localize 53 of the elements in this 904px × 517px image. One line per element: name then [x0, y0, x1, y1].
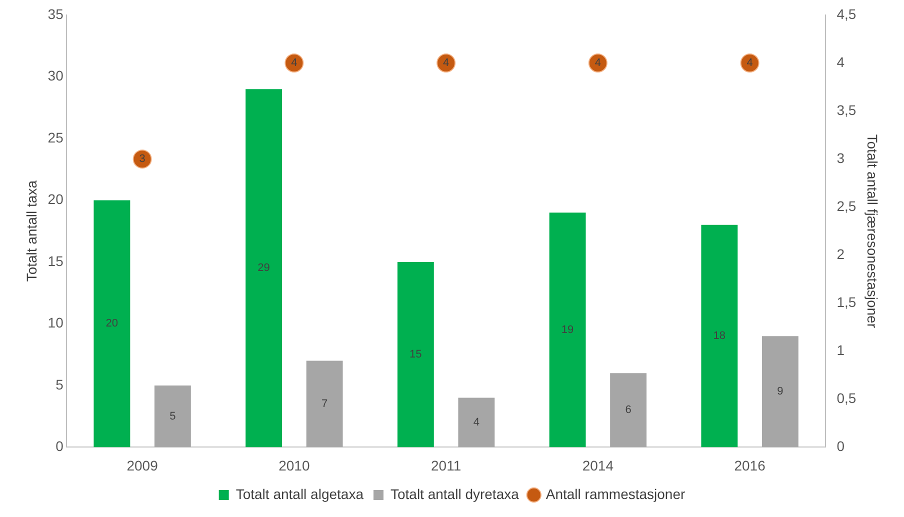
y2-tick-label: 3: [836, 150, 845, 166]
y2-tick-label: 4: [836, 54, 845, 70]
data-label: 6: [625, 404, 632, 416]
data-label: 4: [442, 57, 450, 70]
y2-tick-label: 1,5: [836, 294, 856, 310]
bar: [458, 398, 495, 448]
legend-label: Totalt antall dyretaxa: [390, 486, 520, 502]
bar: [701, 224, 738, 448]
y2-tick-label: 0: [836, 438, 845, 454]
bar: [397, 262, 434, 448]
bar: [246, 89, 282, 448]
data-label: 18: [713, 330, 726, 342]
y2-tick-label: 4,5: [836, 6, 856, 22]
x-tick-label: 2011: [431, 457, 462, 474]
y2-axis-title: Totalt antall fjæresonestasjoner: [864, 134, 881, 328]
data-label: 7: [321, 398, 328, 410]
data-label: 4: [473, 416, 480, 429]
data-label: 15: [410, 348, 422, 361]
data-label: 29: [258, 262, 270, 274]
bar: [94, 200, 130, 448]
data-label: 4: [746, 57, 753, 70]
y-tick-label: 20: [48, 191, 64, 208]
y-tick-label: 0: [56, 438, 64, 454]
y2-tick-label: 2: [836, 246, 845, 262]
y2-tick-label: 2,5: [836, 198, 856, 214]
y-tick-label: 5: [56, 376, 64, 392]
x-tick-label: 2014: [582, 457, 614, 474]
y2-tick-label: 0,5: [836, 390, 856, 406]
data-label: 20: [106, 318, 118, 330]
data-label: 4: [291, 57, 298, 70]
data-label: 19: [561, 324, 574, 336]
x-tick-label: 2009: [126, 457, 158, 474]
bar: [762, 336, 798, 448]
x-tick-label: 2010: [278, 457, 310, 474]
y2-tick-label: 1: [836, 342, 845, 358]
y-tick-label: 15: [48, 252, 64, 269]
legend-label: Antall rammestasjoner: [546, 486, 686, 502]
y-tick-label: 10: [48, 314, 64, 331]
x-tick-label: 2016: [734, 457, 766, 474]
bar: [154, 385, 191, 448]
data-label: 5: [170, 410, 176, 422]
data-label: 4: [594, 57, 601, 70]
y-tick-label: 35: [48, 6, 64, 22]
data-label: 9: [777, 386, 784, 398]
bar: [610, 373, 647, 448]
bar: [549, 212, 586, 448]
y-axis-title: Totalt antall taxa: [23, 180, 40, 282]
bar: [306, 360, 343, 448]
y-tick-label: 25: [48, 129, 64, 146]
data-label: 3: [139, 153, 146, 166]
legend-label: Totalt antall algetaxa: [236, 486, 364, 502]
y-tick-label: 30: [48, 68, 64, 84]
y2-tick-label: 3,5: [836, 102, 856, 118]
